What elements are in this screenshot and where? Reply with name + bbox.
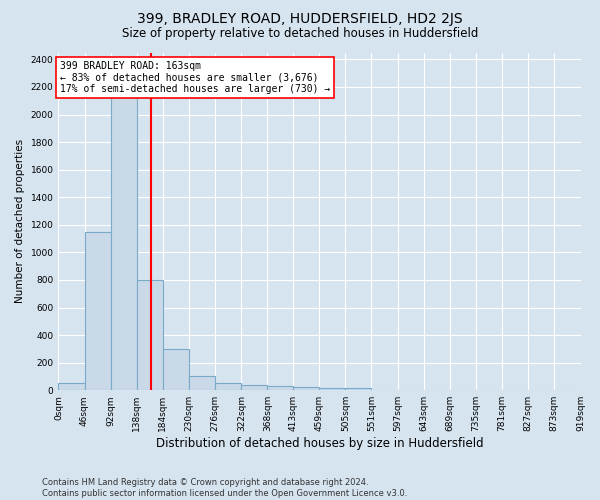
Bar (319, 388, 346, 390)
Text: Size of property relative to detached houses in Huddersfield: Size of property relative to detached ho… (122, 28, 478, 40)
Bar (293, 388, 319, 390)
Text: 399 BRADLEY ROAD: 163sqm
← 83% of detached houses are smaller (3,676)
17% of sem: 399 BRADLEY ROAD: 163sqm ← 83% of detach… (59, 61, 330, 94)
Bar (215, 382, 241, 390)
X-axis label: Distribution of detached houses by size in Huddersfield: Distribution of detached houses by size … (155, 437, 483, 450)
Bar (163, 349, 189, 390)
Bar (241, 384, 268, 390)
Bar (189, 376, 215, 390)
Bar (110, 94, 137, 390)
Text: 399, BRADLEY ROAD, HUDDERSFIELD, HD2 2JS: 399, BRADLEY ROAD, HUDDERSFIELD, HD2 2JS (137, 12, 463, 26)
Bar (58, 384, 85, 390)
Y-axis label: Number of detached properties: Number of detached properties (15, 140, 25, 304)
Bar (268, 386, 293, 390)
Bar (85, 232, 110, 390)
Bar (137, 280, 163, 390)
Text: Contains HM Land Registry data © Crown copyright and database right 2024.
Contai: Contains HM Land Registry data © Crown c… (42, 478, 407, 498)
Bar (346, 388, 371, 390)
